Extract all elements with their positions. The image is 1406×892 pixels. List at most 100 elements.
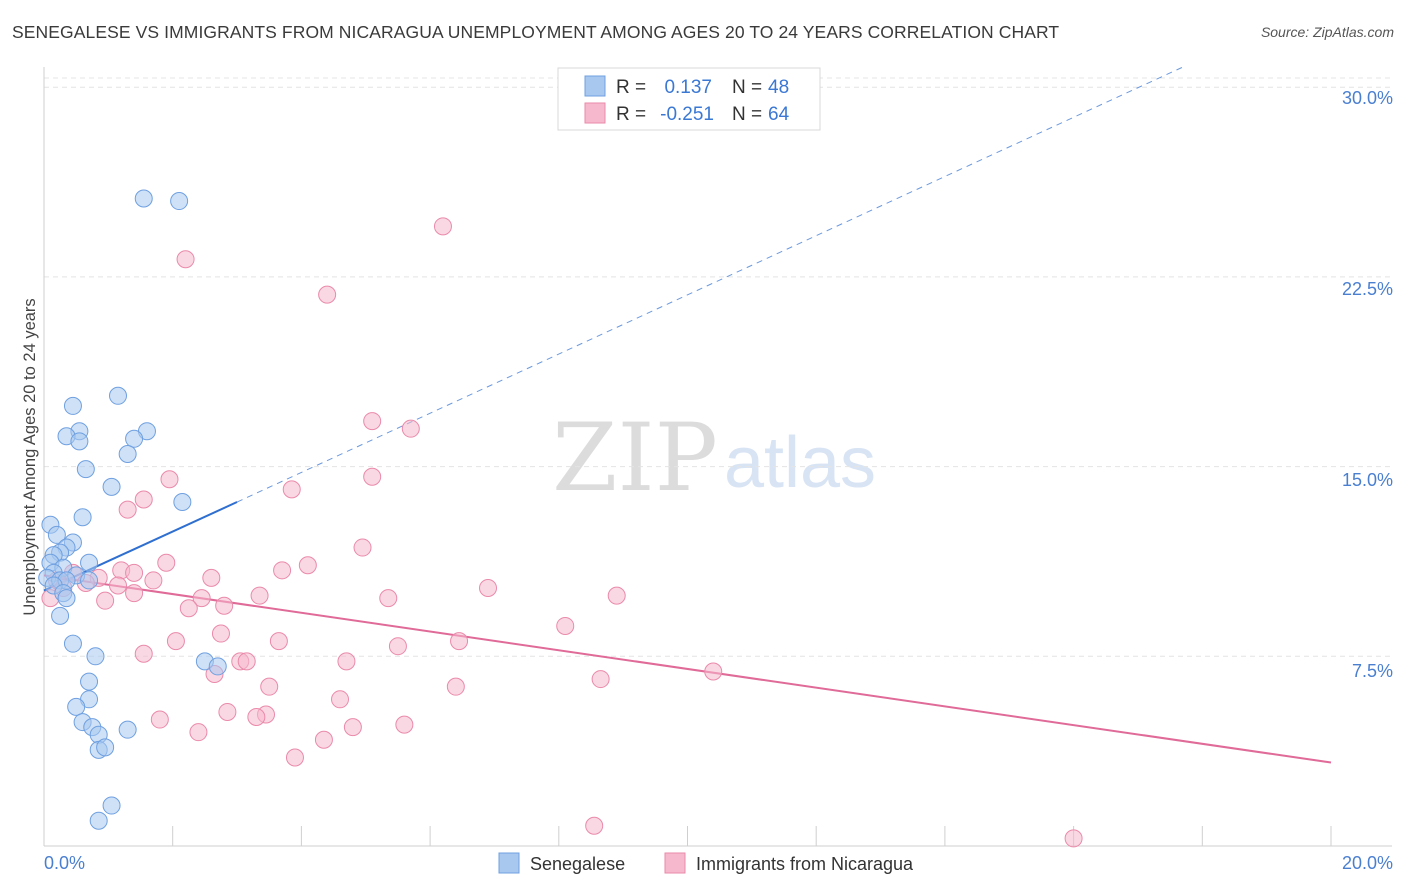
y-axis-label: Unemployment Among Ages 20 to 24 years (21, 298, 39, 615)
legend-r-value-senegalese: 0.137 (664, 77, 712, 98)
trend-line-nicaragua (43, 574, 1332, 764)
point-nicaragua (343, 718, 362, 737)
point-nicaragua (144, 571, 163, 590)
x-tick-label-max: 20.0% (1342, 853, 1393, 873)
point-nicaragua (353, 538, 372, 557)
point-nicaragua (247, 708, 266, 727)
point-nicaragua (1064, 829, 1083, 848)
series-legend-swatch-nicaragua[interactable] (664, 852, 686, 874)
point-senegalese (173, 493, 192, 512)
point-senegalese (134, 189, 153, 208)
point-nicaragua (260, 677, 279, 696)
point-nicaragua (607, 586, 626, 605)
point-nicaragua (250, 586, 269, 605)
point-senegalese (125, 429, 144, 448)
point-nicaragua (273, 561, 292, 580)
point-nicaragua (446, 677, 465, 696)
point-nicaragua (433, 217, 452, 236)
point-senegalese (96, 738, 115, 757)
point-senegalese (109, 386, 128, 405)
point-nicaragua (109, 576, 128, 595)
point-senegalese (80, 553, 99, 572)
point-nicaragua (704, 662, 723, 681)
point-nicaragua (176, 250, 195, 269)
y-tick-label: 22.5% (1342, 279, 1393, 299)
point-nicaragua (96, 591, 115, 610)
point-nicaragua (160, 470, 179, 489)
legend-r-label: R = (616, 77, 646, 98)
point-nicaragua (211, 624, 230, 643)
point-nicaragua (237, 652, 256, 671)
series-legend-label-nicaragua[interactable]: Immigrants from Nicaragua (696, 854, 914, 874)
point-nicaragua (202, 568, 221, 587)
point-senegalese (118, 444, 137, 463)
point-nicaragua (395, 715, 414, 734)
watermark-zip: ZIP (552, 404, 718, 513)
point-senegalese (89, 811, 108, 830)
point-nicaragua (401, 419, 420, 438)
point-nicaragua (331, 690, 350, 709)
point-senegalese (63, 396, 82, 415)
point-senegalese (51, 606, 70, 625)
point-senegalese (80, 672, 99, 691)
point-senegalese (57, 589, 76, 608)
point-senegalese (47, 525, 66, 544)
point-senegalese (76, 460, 95, 479)
point-senegalese (102, 477, 121, 496)
point-nicaragua (479, 579, 498, 598)
y-tick-label: 15.0% (1342, 470, 1393, 490)
gridlines (44, 77, 1392, 657)
point-nicaragua (215, 596, 234, 615)
legend-r-label: R = (616, 104, 646, 125)
y-tick-label: 7.5% (1352, 661, 1393, 681)
point-nicaragua (125, 563, 144, 582)
trend-line-senegalese-extension (236, 66, 1184, 503)
y-tick-label: 30.0% (1342, 88, 1393, 108)
point-nicaragua (157, 553, 176, 572)
source-credit: Source: ZipAtlas.com (1260, 24, 1394, 40)
point-senegalese (73, 508, 92, 527)
legend-n-label: N = (732, 104, 762, 125)
point-nicaragua (118, 500, 137, 519)
point-nicaragua (379, 589, 398, 608)
point-nicaragua (363, 467, 382, 486)
point-senegalese (63, 634, 82, 653)
chart-title: SENEGALESE VS IMMIGRANTS FROM NICARAGUA … (12, 22, 1060, 42)
point-senegalese (67, 697, 86, 716)
point-senegalese (170, 192, 189, 211)
data-points (38, 189, 1083, 848)
point-nicaragua (282, 480, 301, 499)
point-nicaragua (150, 710, 169, 729)
x-tick-label-min: 0.0% (44, 853, 85, 873)
point-nicaragua (318, 285, 337, 304)
point-nicaragua (585, 816, 604, 835)
series-legend-label-senegalese[interactable]: Senegalese (530, 854, 625, 874)
point-senegalese (86, 647, 105, 666)
point-nicaragua (298, 556, 317, 575)
point-nicaragua (363, 412, 382, 431)
series-legend-swatch-senegalese[interactable] (498, 852, 520, 874)
point-nicaragua (314, 730, 333, 749)
legend-n-label: N = (732, 77, 762, 98)
point-nicaragua (450, 632, 469, 651)
point-nicaragua (192, 589, 211, 608)
watermark-atlas: atlas (724, 423, 876, 503)
stats-legend: R = 0.137 N = 48 R = -0.251 N = 64 (557, 67, 821, 131)
point-nicaragua (556, 616, 575, 635)
point-nicaragua (591, 670, 610, 689)
point-nicaragua (179, 599, 198, 618)
point-nicaragua (388, 637, 407, 656)
point-senegalese (208, 657, 227, 676)
point-senegalese (118, 720, 137, 739)
point-nicaragua (218, 702, 237, 721)
legend-n-value-senegalese: 48 (768, 77, 789, 98)
point-nicaragua (285, 748, 304, 767)
point-nicaragua (337, 652, 356, 671)
point-nicaragua (125, 584, 144, 603)
legend-swatch-nicaragua (584, 102, 606, 124)
point-nicaragua (189, 723, 208, 742)
legend-n-value-nicaragua: 64 (768, 104, 790, 125)
point-senegalese (80, 571, 99, 590)
point-nicaragua (134, 490, 153, 509)
legend-swatch-senegalese (584, 75, 606, 97)
